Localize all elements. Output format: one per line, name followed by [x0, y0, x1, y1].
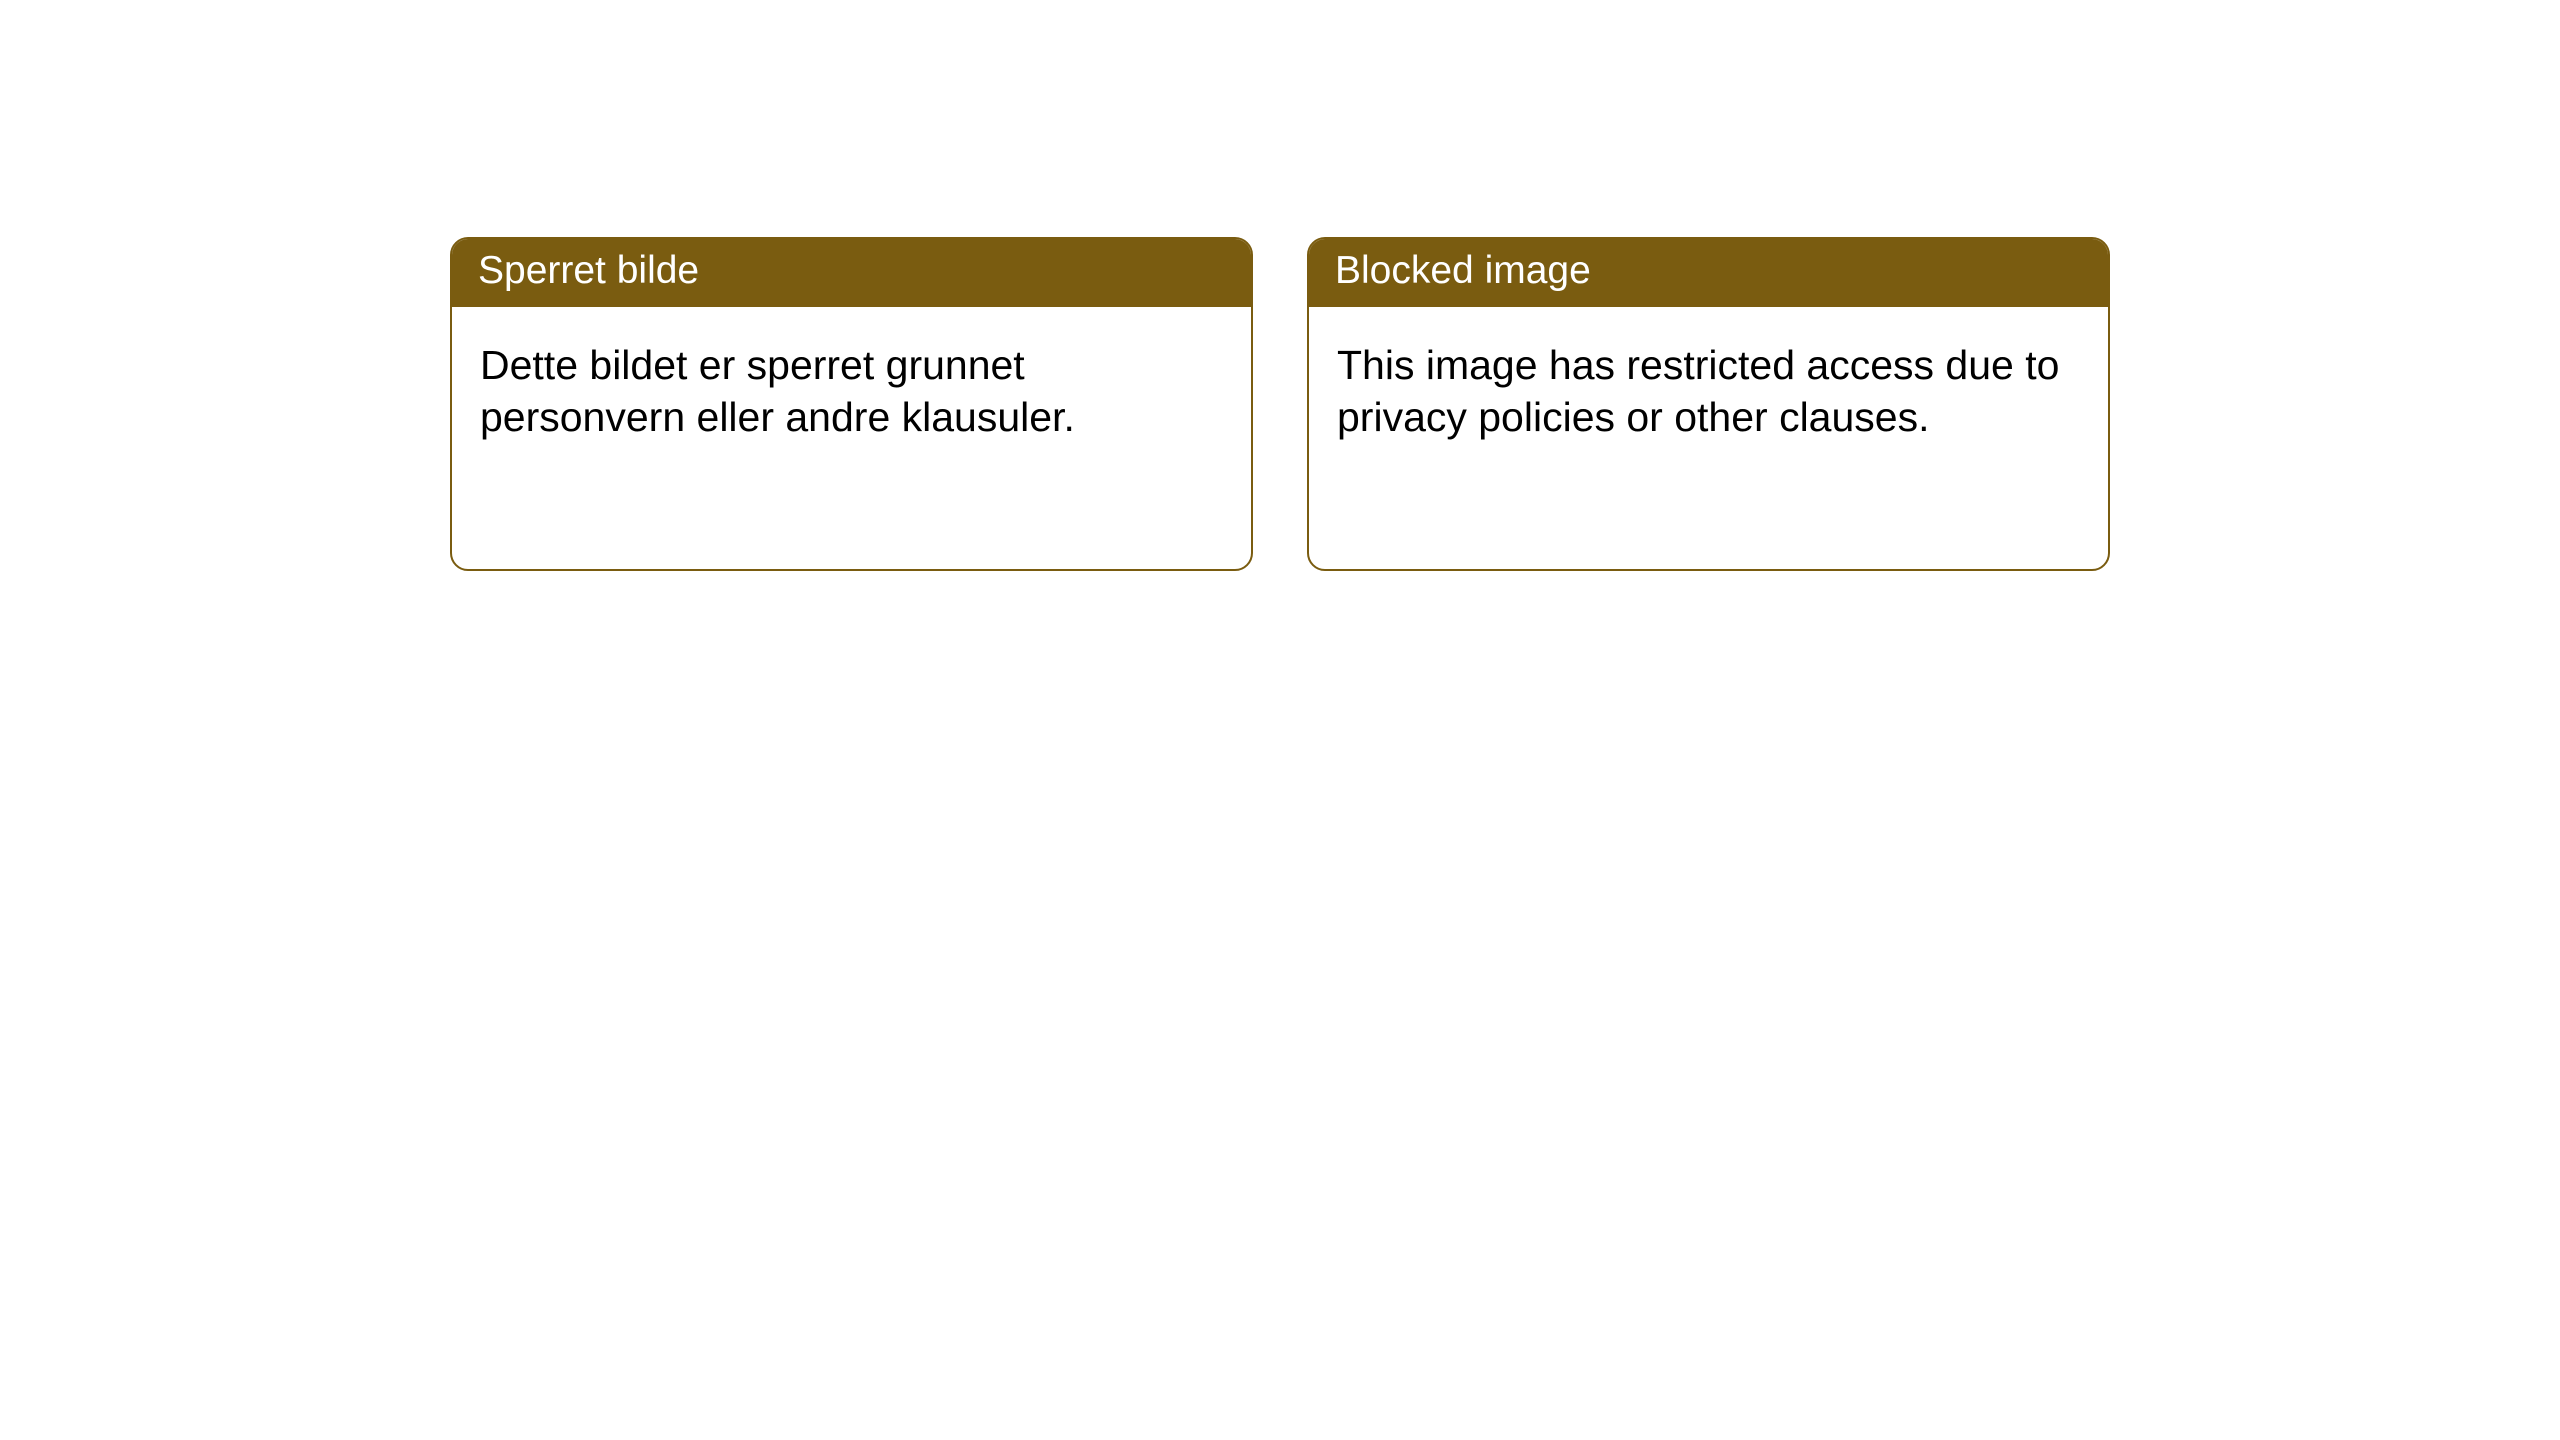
card-message: This image has restricted access due to … [1337, 342, 2059, 440]
card-title: Sperret bilde [478, 249, 699, 292]
notice-card-english: Blocked image This image has restricted … [1307, 237, 2110, 571]
card-title: Blocked image [1335, 249, 1591, 292]
notice-card-norwegian: Sperret bilde Dette bildet er sperret gr… [450, 237, 1253, 571]
card-header: Sperret bilde [452, 239, 1251, 307]
card-body: Dette bildet er sperret grunnet personve… [452, 307, 1251, 475]
card-message: Dette bildet er sperret grunnet personve… [480, 342, 1075, 440]
notice-container: Sperret bilde Dette bildet er sperret gr… [0, 0, 2560, 571]
card-body: This image has restricted access due to … [1309, 307, 2108, 475]
card-header: Blocked image [1309, 239, 2108, 307]
